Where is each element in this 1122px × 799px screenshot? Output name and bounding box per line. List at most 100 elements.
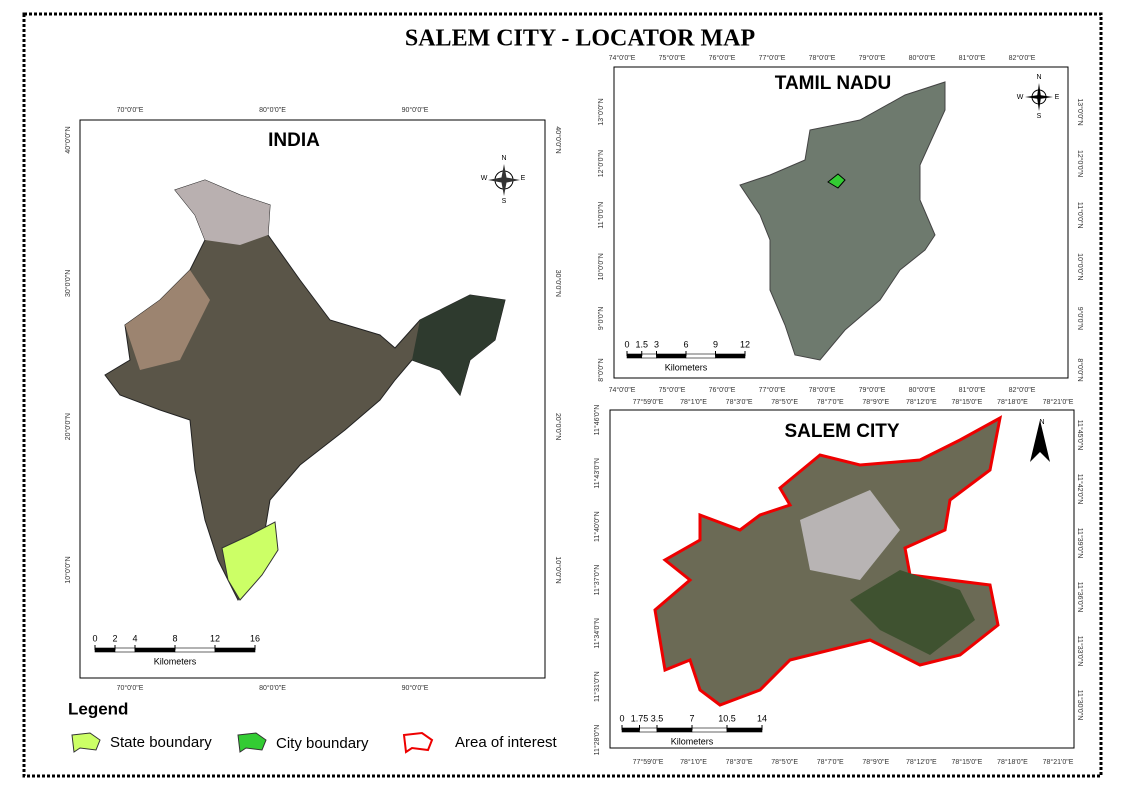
india-title: INDIA [268, 130, 320, 151]
latitude-label: 11°36'0"N [1076, 582, 1084, 613]
latitude-label: 13°0'0"N [1076, 98, 1084, 125]
latitude-label: 10°0'0"N [1076, 253, 1084, 280]
longitude-label: 78°7'0"E [817, 398, 844, 406]
salem-title: SALEM CITY [784, 421, 899, 442]
latitude-label: 11°30'0"N [1076, 690, 1084, 721]
legend-swatch-aoi [402, 731, 434, 754]
latitude-label: 11°0'0"N [597, 202, 605, 229]
longitude-label: 78°18'0"E [997, 398, 1028, 406]
latitude-label: 8°0'0"N [597, 358, 605, 381]
latitude-label: 8°0'0"N [1076, 358, 1084, 381]
scale-label: 16 [250, 633, 260, 643]
latitude-label: 11°0'0"N [1076, 202, 1084, 229]
longitude-label: 80°0'0"E [909, 54, 936, 62]
main-title: SALEM CITY - LOCATOR MAP [405, 26, 755, 52]
scale-label: 9 [713, 339, 718, 349]
scale-label: 7 [689, 713, 694, 723]
india-compass [488, 164, 520, 196]
legend-swatch-city [237, 732, 267, 753]
longitude-label: 78°18'0"E [997, 758, 1028, 766]
legend-swatch-state [71, 732, 101, 753]
longitude-label: 75°0'0"E [659, 386, 686, 394]
compass-letter: S [502, 198, 507, 205]
longitude-label: 77°59'0"E [633, 758, 664, 766]
scale-segment [656, 727, 693, 733]
latitude-label: 10°0'0"N [554, 556, 562, 583]
scale-segment [726, 727, 763, 733]
legend-label: City boundary [276, 735, 369, 752]
scale-label: 14 [757, 713, 767, 723]
tamil-nadu-highlight [221, 521, 279, 601]
compass-letter: W [1017, 94, 1024, 101]
scale-label: 0 [624, 339, 629, 349]
latitude-label: 11°45'0"N [1076, 420, 1084, 451]
legend-label: Area of interest [455, 734, 558, 751]
salem-urban [800, 490, 900, 580]
longitude-label: 80°0'0"E [259, 106, 286, 114]
longitude-label: 81°0'0"E [959, 386, 986, 394]
longitude-label: 78°9'0"E [862, 398, 889, 406]
scale-label: 3.5 [651, 713, 664, 723]
compass-letter: N [1036, 74, 1041, 81]
scale-label: 0 [619, 713, 624, 723]
scale-label: 10.5 [718, 713, 736, 723]
longitude-label: 78°0'0"E [809, 54, 836, 62]
latitude-label: 40°0'0"N [554, 126, 562, 153]
latitude-label: 9°0'0"N [1076, 307, 1084, 330]
latitude-label: 11°33'0"N [1076, 636, 1084, 667]
longitude-label: 78°5'0"E [771, 758, 798, 766]
longitude-label: 82°0'0"E [1009, 54, 1036, 62]
compass-letter: N [1039, 419, 1044, 426]
longitude-label: 79°0'0"E [859, 386, 886, 394]
salem-highlight [827, 173, 846, 189]
india-himalaya [175, 180, 270, 245]
latitude-label: 11°28'0"N [593, 725, 601, 756]
compass-letter: E [1055, 94, 1060, 101]
scale-label: 0 [92, 633, 97, 643]
longitude-label: 75°0'0"E [659, 54, 686, 62]
latitude-label: 30°0'0"N [554, 270, 562, 297]
legend-label: State boundary [110, 734, 212, 751]
india-northeast [412, 295, 505, 395]
compass-letter: N [501, 155, 506, 162]
longitude-label: 74°0'0"E [609, 386, 636, 394]
longitude-label: 78°9'0"E [862, 758, 889, 766]
latitude-label: 10°0'0"N [64, 556, 72, 583]
longitude-label: 80°0'0"E [909, 386, 936, 394]
scale-unit: Kilometers [665, 362, 708, 372]
longitude-label: 80°0'0"E [259, 684, 286, 692]
latitude-label: 20°0'0"N [64, 413, 72, 440]
compass-letter: S [1037, 113, 1042, 120]
scale-segment [715, 353, 746, 359]
scale-segment [685, 353, 716, 359]
scale-label: 4 [132, 633, 137, 643]
longitude-label: 74°0'0"E [609, 54, 636, 62]
scale-label: 6 [683, 339, 688, 349]
latitude-label: 12°0'0"N [1076, 150, 1084, 177]
tamil-nadu-compass [1025, 83, 1053, 111]
india-land [104, 179, 506, 602]
longitude-label: 78°21'0"E [1043, 398, 1074, 406]
salem-north-arrow [1030, 420, 1050, 462]
longitude-label: 77°0'0"E [759, 386, 786, 394]
scale-label: 3 [654, 339, 659, 349]
page-border [22, 12, 1103, 778]
scale-segment [114, 647, 136, 653]
scale-segment [621, 727, 640, 733]
longitude-label: 78°1'0"E [680, 398, 707, 406]
scale-segment [134, 647, 176, 653]
longitude-label: 81°0'0"E [959, 54, 986, 62]
longitude-label: 79°0'0"E [859, 54, 886, 62]
scale-label: 1.75 [631, 713, 649, 723]
scale-segment [639, 727, 658, 733]
latitude-label: 11°39'0"N [1076, 528, 1084, 559]
longitude-label: 78°1'0"E [680, 758, 707, 766]
scale-segment [691, 727, 728, 733]
tamil-nadu-title: TAMIL NADU [775, 73, 891, 94]
longitude-label: 76°0'0"E [709, 54, 736, 62]
latitude-label: 12°0'0"N [597, 150, 605, 177]
scale-unit: Kilometers [154, 656, 197, 666]
scale-label: 12 [740, 339, 750, 349]
longitude-label: 77°0'0"E [759, 54, 786, 62]
longitude-label: 78°15'0"E [952, 398, 983, 406]
